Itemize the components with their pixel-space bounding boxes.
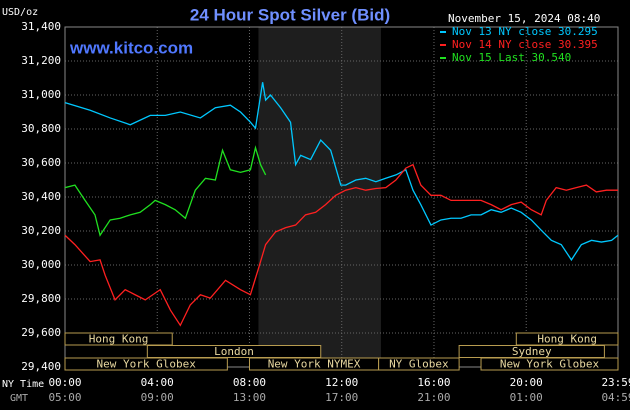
x-tick-label: 20:00: [510, 376, 543, 389]
session-label: Sydney: [512, 345, 552, 358]
x-row-label: GMT: [10, 393, 28, 404]
y-tick-label: 29,600: [21, 326, 61, 339]
gmt-tick-label: 09:00: [141, 391, 174, 404]
session-box: [64, 357, 228, 371]
gmt-tick-label: 21:00: [417, 391, 450, 404]
y-unit: USD/oz: [2, 7, 38, 18]
y-tick-label: 30,800: [21, 122, 61, 135]
legend-entry: Nov 13 NY close 30.295: [452, 25, 598, 38]
x-tick-label: 16:00: [417, 376, 450, 389]
session-label: Hong Kong: [89, 333, 149, 346]
y-tick-label: 30,600: [21, 156, 61, 169]
x-tick-label: 23:59: [601, 376, 630, 389]
y-tick-label: 29,400: [21, 360, 61, 373]
price-line: [64, 163, 618, 327]
gmt-tick-label: 13:00: [233, 391, 266, 404]
session-label: Hong Kong: [537, 333, 597, 346]
y-tick-label: 29,800: [21, 292, 61, 305]
session-label: London: [214, 345, 254, 358]
price-line: [64, 82, 619, 262]
price-line: [64, 145, 267, 237]
x-tick-label: 00:00: [48, 376, 81, 389]
y-tick-label: 31,200: [21, 54, 61, 67]
y-tick-label: 30,200: [21, 224, 61, 237]
timestamp: November 15, 2024 08:40: [448, 12, 600, 25]
session-box: [480, 357, 619, 371]
chart-title: 24 Hour Spot Silver (Bid): [190, 5, 390, 24]
session-label: New York Globex: [97, 358, 197, 371]
gmt-tick-label: 01:00: [510, 391, 543, 404]
x-tick-label: 08:00: [233, 376, 266, 389]
session-label: New York NYMEX: [268, 358, 361, 371]
x-tick-label: 12:00: [325, 376, 358, 389]
session-box: [378, 357, 460, 371]
x-tick-label: 04:00: [141, 376, 174, 389]
y-tick-label: 30,400: [21, 190, 61, 203]
gmt-tick-label: 05:00: [48, 391, 81, 404]
session-box: [146, 345, 322, 358]
y-tick-label: 31,000: [21, 88, 61, 101]
session-label: New York Globex: [500, 358, 600, 371]
plot-layer: [64, 26, 619, 368]
legend-entry: Nov 15 Last 30.540: [452, 51, 571, 64]
y-tick-label: 30,000: [21, 258, 61, 271]
website: www.kitco.com: [69, 38, 193, 57]
gmt-tick-label: 17:00: [325, 391, 358, 404]
x-row-label: NY Time: [2, 379, 44, 390]
y-tick-label: 31,400: [21, 20, 61, 33]
session-label: NY Globex: [389, 358, 449, 371]
legend-entry: Nov 14 NY close 30.395: [452, 38, 598, 51]
session-box: [64, 332, 173, 346]
gmt-tick-label: 04:59: [601, 391, 630, 404]
